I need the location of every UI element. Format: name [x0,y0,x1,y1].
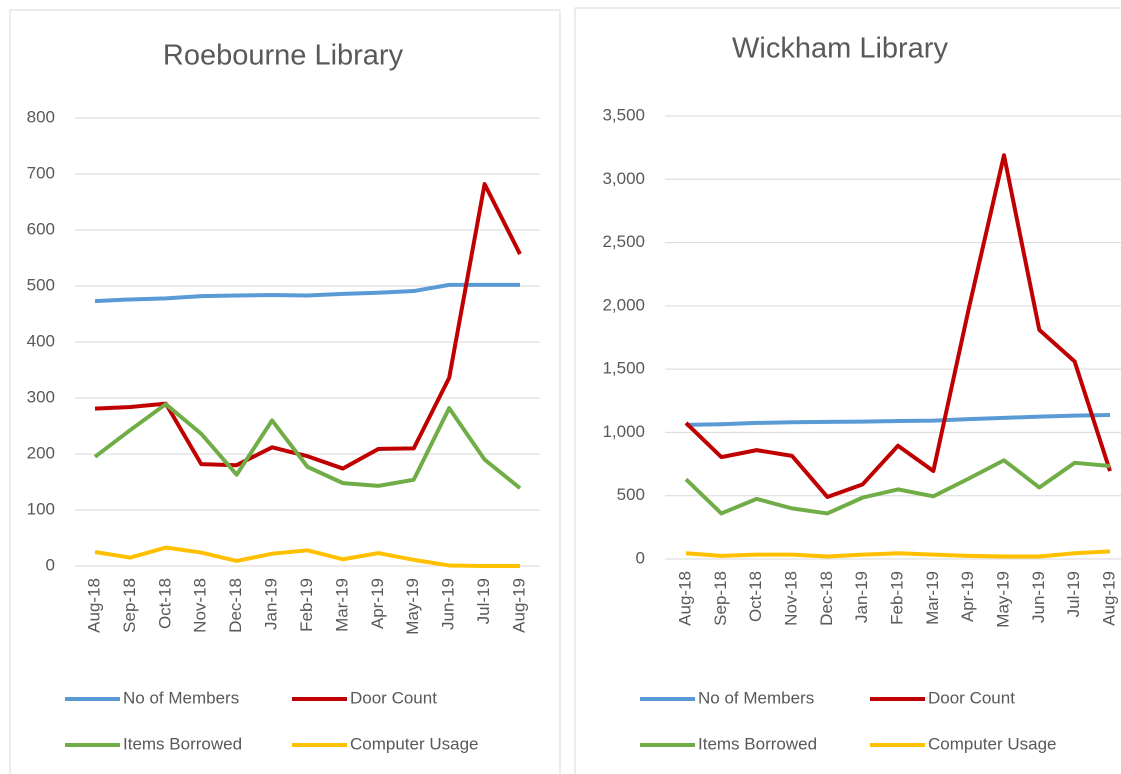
x-tick-label: Jun-19 [1029,571,1048,623]
x-tick-label: Dec-18 [226,578,245,633]
y-tick-label: 200 [27,443,55,462]
x-tick-label: Nov-18 [191,578,210,633]
chart-title: Roebourne Library [163,40,404,72]
y-tick-label: 100 [27,499,55,518]
chart-frame [9,9,561,774]
legend-label: Door Count [350,688,437,707]
series-line [94,282,520,304]
series-line [685,549,1111,559]
y-tick-label: 1,000 [602,422,645,441]
series-line [684,153,1112,499]
series-line [93,402,522,490]
y-tick-label: 700 [27,163,55,182]
y-tick-label: 2,500 [602,232,645,251]
chart-frame [574,7,1121,774]
y-tick-label: 500 [27,275,55,294]
legend-label: No of Members [123,688,239,707]
y-tick-label: 500 [617,485,645,504]
x-tick-label: May-19 [403,578,422,635]
y-tick-label: 0 [636,548,645,567]
series-line [684,458,1111,516]
x-tick-label: Apr-19 [368,578,387,629]
y-tick-label: 1,500 [602,359,645,378]
x-tick-label: Jul-19 [474,578,493,624]
x-tick-label: Aug-18 [84,578,103,633]
x-tick-label: Feb-19 [297,578,316,632]
x-tick-label: Mar-19 [332,578,351,632]
x-tick-label: Sep-18 [120,578,139,633]
y-tick-label: 600 [27,219,55,238]
x-tick-label: Aug-19 [509,578,528,633]
y-tick-label: 3,500 [602,105,645,124]
x-tick-label: Apr-19 [958,571,977,622]
y-tick-label: 2,000 [602,295,645,314]
x-tick-label: Jun-19 [439,578,458,630]
x-tick-label: Aug-19 [1099,571,1118,626]
x-tick-label: Nov-18 [781,571,800,626]
x-tick-label: Jan-19 [262,578,281,630]
legend-label: Door Count [928,688,1015,707]
chart-title: Wickham Library [732,33,948,65]
x-tick-label: Mar-19 [923,571,942,625]
y-tick-label: 800 [27,107,55,126]
x-tick-label: May-19 [993,571,1012,628]
x-tick-label: Aug-18 [675,571,694,626]
x-tick-label: Oct-18 [746,571,765,622]
y-tick-label: 0 [46,555,55,574]
series-line [685,412,1111,427]
x-tick-label: Jul-19 [1064,571,1083,617]
x-tick-label: Feb-19 [887,571,906,625]
series-line [94,545,520,568]
legend-label: Items Borrowed [698,734,817,753]
x-tick-label: Sep-18 [711,571,730,626]
x-tick-label: Jan-19 [852,571,871,623]
legend-label: Items Borrowed [123,734,242,753]
y-tick-label: 3,000 [602,169,645,188]
legend-label: Computer Usage [928,734,1057,753]
y-tick-label: 300 [27,387,55,406]
legend-label: Computer Usage [350,734,479,753]
y-tick-label: 400 [27,331,55,350]
x-tick-label: Dec-18 [817,571,836,626]
legend-label: No of Members [698,688,814,707]
series-line [94,182,522,471]
x-tick-label: Oct-18 [155,578,174,629]
